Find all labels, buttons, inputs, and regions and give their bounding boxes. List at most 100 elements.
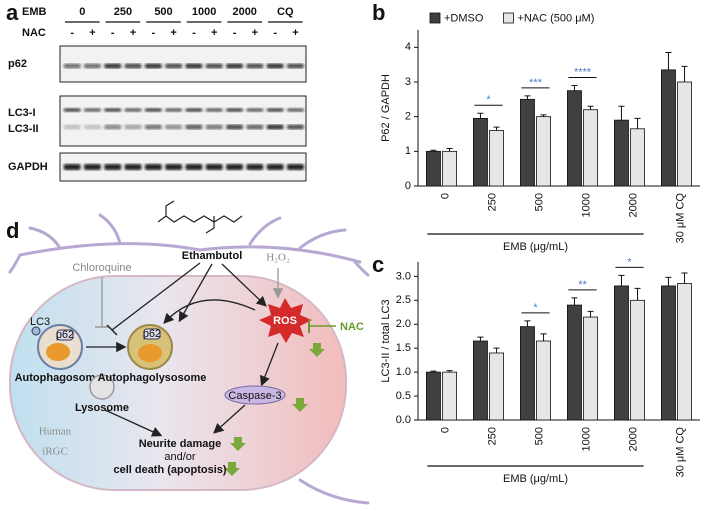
- band: [104, 124, 122, 130]
- panel-label: a: [6, 0, 19, 25]
- panel-label: d: [6, 218, 19, 243]
- error-bar: [477, 112, 484, 119]
- band: [246, 164, 264, 170]
- arrow: [213, 404, 246, 434]
- molecule: [157, 200, 243, 234]
- autophagolysosome: Autophagolysosome: [98, 372, 207, 384]
- bar: [567, 304, 582, 421]
- nac-sign: +: [89, 27, 95, 39]
- error-bar: [493, 347, 500, 353]
- band: [226, 124, 244, 130]
- error-bar: [540, 333, 547, 341]
- nac-label: NAC: [22, 27, 46, 39]
- bar: [677, 283, 693, 421]
- row-label: LC3-II: [8, 123, 39, 135]
- bar: [442, 150, 458, 187]
- bar: [630, 128, 646, 187]
- x-tick-label: 0: [439, 427, 451, 433]
- emb-label: EMB: [22, 6, 47, 18]
- bar: [489, 352, 505, 421]
- sig-stars: ****: [574, 66, 592, 78]
- band: [144, 124, 162, 130]
- error-bar: [477, 336, 484, 341]
- band: [124, 124, 142, 130]
- band: [124, 108, 142, 112]
- outcome: cell death (apoptosis): [113, 464, 226, 476]
- error-bar: [446, 148, 453, 152]
- y-tick-label: 2.5: [396, 294, 411, 306]
- band: [185, 164, 203, 170]
- x-tick-label: 2000: [627, 427, 639, 451]
- bar: [442, 371, 458, 421]
- band: [104, 108, 122, 112]
- bar: [583, 316, 599, 421]
- nac-sign: +: [211, 27, 217, 39]
- band: [185, 124, 203, 130]
- blot-frame: [59, 45, 307, 83]
- band: [246, 63, 264, 69]
- group-label: 0: [79, 6, 85, 18]
- band: [83, 63, 101, 69]
- band: [266, 63, 284, 69]
- band: [226, 164, 244, 170]
- band: [63, 124, 81, 130]
- bar: [536, 340, 552, 421]
- y-tick-label: 1: [405, 145, 411, 157]
- organelle: [46, 343, 70, 361]
- x-tick-label: 30 μM CQ: [674, 427, 686, 478]
- nac-sign: -: [233, 27, 237, 39]
- x-tick-label: 250: [486, 427, 498, 445]
- error-bar: [681, 272, 688, 284]
- caspase: Caspase-3: [228, 390, 281, 402]
- outcome: and/or: [164, 451, 196, 463]
- lc3: LC3: [30, 316, 50, 328]
- y-tick-label: 0.0: [396, 414, 411, 426]
- error-bar: [665, 276, 672, 286]
- legend-label: +NAC (500 μM): [517, 12, 594, 24]
- band: [165, 63, 183, 69]
- error-bar: [540, 114, 547, 117]
- row-label: p62: [8, 58, 27, 70]
- error-bar: [634, 117, 641, 129]
- y-tick-label: 2: [405, 111, 411, 123]
- blot-frame: [59, 152, 307, 182]
- x-axis-label: EMB (μg/mL): [503, 241, 568, 253]
- bar: [614, 285, 629, 421]
- band: [185, 63, 203, 69]
- sig-stars: **: [578, 279, 587, 291]
- nac-sign: -: [70, 27, 74, 39]
- band: [83, 164, 101, 170]
- bar: [614, 119, 629, 187]
- band: [266, 108, 284, 112]
- blot-frame: [59, 95, 307, 147]
- band: [165, 124, 183, 130]
- decrease-arrows: [224, 343, 325, 476]
- row-label: GAPDH: [8, 161, 48, 173]
- nac-sign: -: [273, 27, 277, 39]
- bar: [661, 285, 676, 421]
- band: [144, 164, 162, 170]
- y-tick-label: 2.0: [396, 318, 411, 330]
- nac-sign: +: [292, 27, 298, 39]
- x-tick-label: 1000: [580, 193, 592, 217]
- legend-swatch: [429, 12, 441, 24]
- error-bar: [587, 310, 594, 318]
- organelle: [138, 344, 162, 362]
- bar: [489, 130, 505, 187]
- inhibitor: Chloroquine: [72, 262, 131, 274]
- band: [266, 164, 284, 170]
- arrow: [221, 263, 267, 307]
- band: [246, 108, 264, 112]
- bar: [520, 326, 535, 421]
- y-tick-label: 3: [405, 76, 411, 88]
- panel-label: b: [372, 0, 385, 25]
- caspase-shape: [224, 385, 286, 405]
- nac-sign: +: [170, 27, 176, 39]
- bar: [472, 118, 488, 187]
- error-bar: [634, 287, 641, 301]
- bar: [425, 371, 441, 421]
- band: [246, 124, 264, 130]
- error-bar: [430, 149, 437, 152]
- band: [144, 108, 162, 112]
- x-tick-label: 250: [486, 193, 498, 211]
